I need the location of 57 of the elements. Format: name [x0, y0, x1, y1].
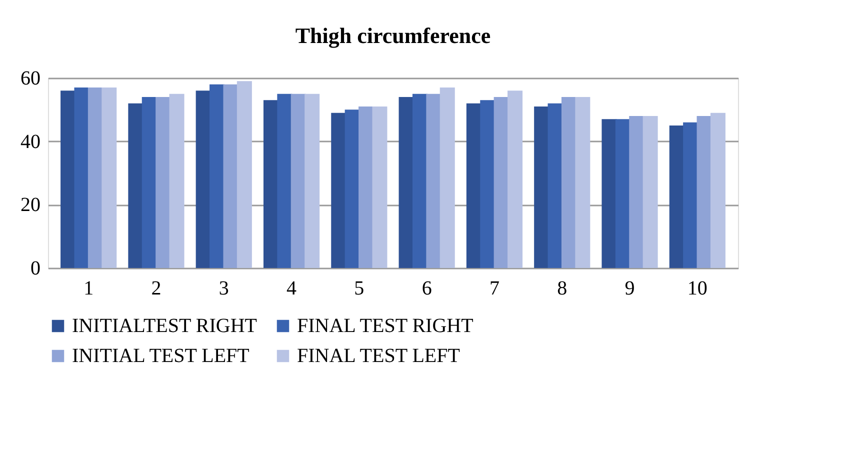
legend-label: INITIALTEST RIGHT: [72, 315, 257, 337]
y-tick-label: 40: [20, 130, 40, 153]
x-tick-label: 3: [218, 278, 229, 300]
bar: [398, 97, 414, 268]
bar: [412, 94, 428, 268]
bar: [74, 88, 90, 268]
bar: [277, 94, 292, 268]
bar: [696, 116, 712, 268]
bar: [331, 112, 346, 268]
bar: [290, 94, 306, 268]
x-tick-label: 1: [84, 278, 94, 300]
x-tick-label: 4: [286, 278, 297, 300]
x-tick-label: 9: [624, 278, 635, 300]
bar: [372, 106, 388, 268]
x-tick-label: 7: [489, 278, 500, 300]
bar: [440, 88, 455, 268]
bar: [60, 90, 76, 268]
bar: [508, 90, 523, 268]
x-tick-label: 8: [557, 278, 568, 300]
y-tick-label: 20: [20, 194, 40, 216]
bar: [304, 94, 320, 268]
bar: [494, 97, 509, 268]
bar: [602, 119, 617, 268]
legend-label: FINAL TEST LEFT: [297, 345, 460, 367]
legend-label: FINAL TEST RIGHT: [297, 315, 474, 337]
y-tick-label: 0: [30, 258, 40, 280]
bar: [426, 94, 442, 268]
bar: [575, 97, 590, 268]
bar: [196, 90, 211, 268]
x-tick-label: 5: [354, 278, 364, 300]
bar: [142, 97, 157, 268]
bar: [466, 103, 482, 268]
bar: [548, 103, 563, 268]
chart-title: Thigh circumference: [295, 23, 491, 48]
x-tick-label: 6: [422, 278, 432, 300]
bar: [710, 112, 726, 268]
bar: [102, 88, 117, 268]
bar: [561, 97, 576, 268]
y-tick-label: 60: [20, 68, 40, 90]
bar: [480, 100, 496, 268]
bar: [169, 94, 184, 268]
bar: [629, 116, 644, 268]
bar: [534, 106, 550, 268]
bar: [128, 103, 144, 268]
bar: [669, 126, 684, 268]
bar: [88, 88, 103, 268]
bar: [156, 97, 171, 268]
bar: [210, 84, 225, 268]
bar: [223, 84, 238, 268]
legend-label: INITIAL TEST LEFT: [72, 345, 250, 367]
bar: [236, 81, 252, 268]
bar: [358, 106, 374, 268]
x-tick-label: 10: [687, 278, 708, 300]
x-tick-label: 2: [151, 278, 162, 300]
bar: [642, 116, 658, 268]
bar: [683, 122, 698, 268]
bar: [615, 119, 630, 268]
